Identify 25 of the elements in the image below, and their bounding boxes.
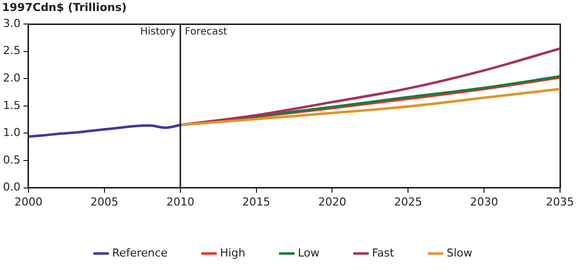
x-tick-label: 2025: [394, 195, 422, 208]
x-tick-label: 2030: [470, 195, 498, 208]
annotation: History: [140, 26, 176, 38]
y-tick-label: 2.5: [2, 44, 20, 58]
line-series: [28, 124, 182, 138]
line-series: [179, 88, 560, 126]
x-tick-label: 2005: [90, 195, 118, 208]
y-tick-label: 2.0: [2, 71, 20, 84]
x-tick-label: 2010: [166, 195, 194, 208]
legend-label: Slow: [446, 246, 472, 260]
y-tick-label: 1.0: [2, 126, 20, 140]
annotation: Forecast: [184, 26, 228, 38]
y-tick-label: 1.5: [2, 98, 20, 112]
x-tick-label: 2020: [318, 195, 346, 208]
legend-label: Fast: [372, 246, 395, 260]
y-tick-label: 3.0: [2, 16, 20, 30]
legend-label: Reference: [112, 246, 168, 260]
y-tick-label: 0.0: [2, 180, 20, 194]
y-axis-title: 1997Cdn$ (Trillions): [2, 1, 127, 14]
legend-label: Low: [298, 246, 320, 260]
legend-label: High: [220, 246, 246, 260]
x-tick-label: 2035: [546, 195, 574, 208]
x-tick-label: 2015: [242, 195, 270, 208]
y-tick-label: 0.5: [2, 153, 20, 166]
x-tick-label: 2000: [14, 195, 42, 208]
